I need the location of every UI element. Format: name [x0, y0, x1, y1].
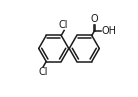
Text: Cl: Cl [38, 67, 48, 77]
Text: OH: OH [101, 26, 116, 36]
Text: Cl: Cl [59, 20, 68, 30]
Text: O: O [91, 14, 98, 24]
